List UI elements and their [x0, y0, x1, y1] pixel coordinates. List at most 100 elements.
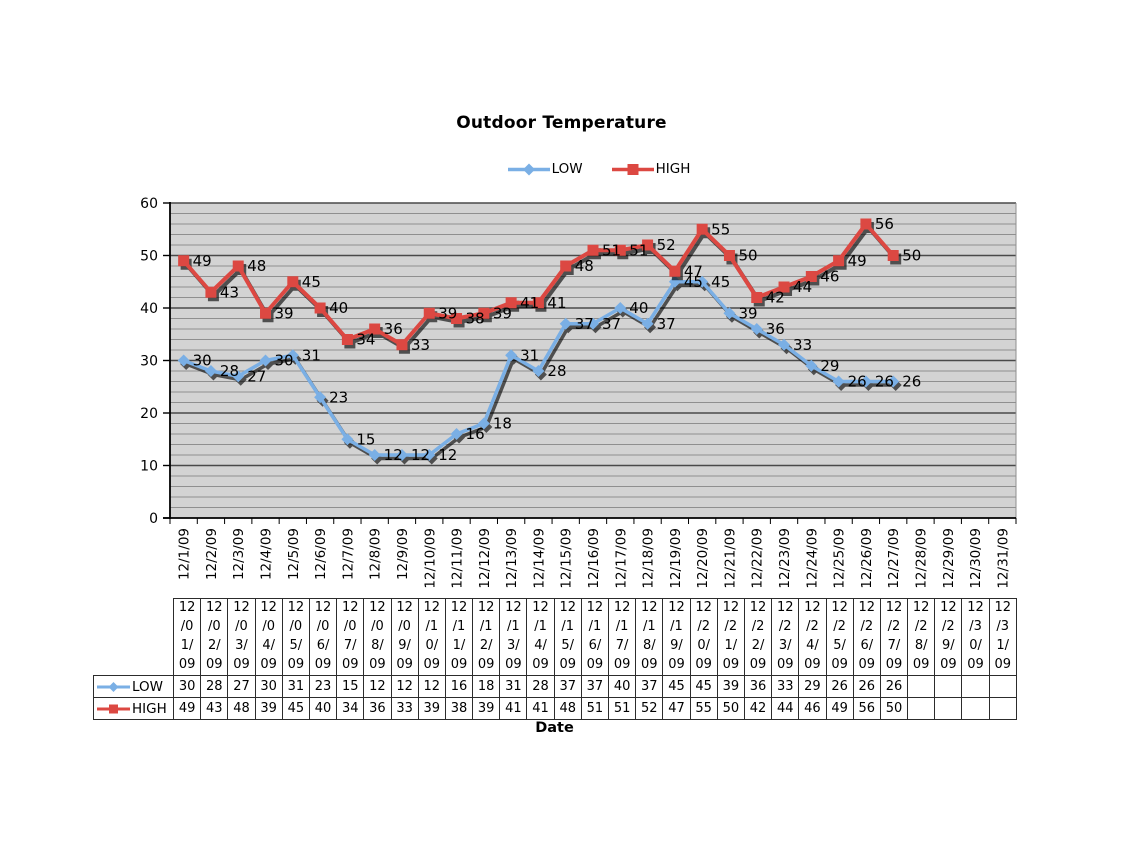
low-data-label: 45: [711, 273, 730, 291]
table-corner-cell: [94, 599, 174, 676]
low-marker: [314, 391, 327, 404]
table-value-cell: 37: [580, 675, 610, 698]
high-data-label: 49: [848, 252, 867, 270]
x-axis-tick-label: 12/2/09: [204, 528, 220, 580]
high-data-label: 49: [193, 252, 212, 270]
table-value-cell: 45: [281, 697, 310, 720]
table-value-cell: 12: [363, 675, 392, 698]
low-data-label: 45: [684, 273, 703, 291]
date-header-cell: 12/2 0/09: [689, 598, 718, 676]
x-axis-tick-label: 12/31/09: [995, 528, 1011, 589]
high-data-label: 39: [438, 304, 457, 322]
x-axis-tick-label: 12/18/09: [641, 528, 657, 589]
x-axis-tick-label: 12/13/09: [504, 528, 520, 589]
high-marker: [287, 276, 299, 288]
legend-label-high: HIGH: [655, 161, 691, 177]
date-header-cell: 12/2 1/09: [716, 598, 745, 676]
table-value-cell: 44: [771, 697, 800, 720]
date-header-cell: 12/2 5/09: [825, 598, 854, 676]
table-value-cell: 38: [444, 697, 474, 720]
low-data-label: 12: [384, 446, 403, 464]
low-data-label: 30: [193, 352, 212, 370]
high-data-label: 43: [220, 283, 239, 301]
date-header-cell: 12/2 3/09: [771, 598, 800, 676]
x-axis-tick-label: 12/11/09: [450, 528, 466, 589]
table-value-cell: 23: [308, 675, 338, 698]
x-axis-tick-label: 12/22/09: [750, 528, 766, 589]
low-marker: [259, 354, 272, 367]
low-marker: [477, 417, 490, 430]
low-series-legend-icon: [507, 163, 550, 175]
high-data-labels: 49 43 48 39 45 40 34 36 33 39 38 39 41 41 48 51 51 52 47 55…: [193, 215, 922, 354]
low-marker: [450, 428, 463, 440]
table-value-cell: 40: [607, 675, 637, 698]
high-series-legend-icon: [611, 163, 654, 175]
low-marker: [368, 449, 381, 461]
low-marker: [859, 375, 872, 388]
table-value-cell: 43: [200, 697, 229, 720]
date-header-cell: 12/1 1/09: [444, 598, 474, 676]
low-row-marker-icon: [97, 681, 130, 692]
high-data-label: 56: [875, 215, 894, 233]
x-axis-tick-label: 12/21/09: [722, 528, 738, 589]
table-value-cell: 29: [798, 675, 827, 698]
table-header-row: 12/0 1/09 12/0 2/09 12/0 3/09 12/0 4/09 12/0 5/09…: [94, 598, 1017, 676]
table-value-cell: 33: [390, 697, 419, 720]
chart-legend: LOW HIGH: [0, 161, 1123, 177]
high-marker: [423, 307, 435, 319]
high-marker: [560, 260, 572, 272]
legend-item-high: HIGH: [611, 161, 691, 177]
high-marker: [532, 297, 544, 309]
x-axis-tick-label: 12/10/09: [422, 528, 438, 589]
table-value-cell: 55: [689, 697, 718, 720]
low-data-label: 37: [575, 315, 594, 333]
high-marker: [314, 302, 326, 314]
low-data-label: 16: [466, 425, 485, 443]
table-value-cell: 16: [444, 675, 474, 698]
table-value-cell: 50: [879, 697, 909, 720]
table-value-cell: [988, 675, 1017, 698]
date-header-cell: 12/0 5/09: [281, 598, 310, 676]
high-data-label: 52: [657, 236, 676, 254]
x-axis-tick-label: 12/19/09: [668, 528, 684, 589]
high-marker: [887, 250, 899, 261]
low-marker: [887, 375, 900, 388]
low-data-label: 27: [247, 367, 266, 385]
high-marker: [205, 286, 217, 298]
high-marker: [778, 281, 790, 293]
high-data-label: 42: [766, 289, 785, 307]
high-data-label: 51: [602, 241, 621, 259]
date-header-cell: 12/1 8/09: [635, 598, 664, 676]
table-value-cell: 26: [852, 675, 881, 698]
low-marker: [750, 323, 763, 335]
low-marker: [286, 349, 299, 362]
date-header-cell: 12/2 2/09: [743, 598, 773, 676]
table-value-cell: [934, 675, 963, 698]
low-data-label: 23: [329, 388, 348, 406]
data-table: 12/0 1/09 12/0 2/09 12/0 3/09 12/0 4/09 12/0 5/09…: [93, 598, 1017, 720]
date-header-cell: 12/1 9/09: [662, 598, 691, 676]
high-table-row: HIGH 49 43 48 39 45 40 34 36 33 39 38 39 41 41 48 51 51 52…: [93, 697, 1017, 720]
high-marker: [178, 255, 190, 267]
table-value-cell: 15: [336, 675, 365, 698]
y-axis-tick-label: 60: [140, 196, 158, 212]
low-marker: [559, 317, 572, 330]
high-marker: [341, 334, 353, 345]
table-value-cell: 30: [254, 675, 283, 698]
date-header-cell: 12/3 0/09: [961, 598, 990, 676]
table-value-cell: [988, 697, 1017, 720]
low-marker: [832, 375, 845, 388]
low-data-label: 15: [356, 430, 375, 448]
date-header-cell: 12/0 8/09: [363, 598, 392, 676]
low-data-label: 26: [848, 373, 867, 391]
x-axis-tick-label: 12/16/09: [586, 528, 602, 589]
high-data-label: 39: [493, 304, 512, 322]
high-data-label: 36: [384, 320, 403, 338]
low-data-label: 12: [438, 446, 457, 464]
y-axis-tick-label: 40: [140, 301, 158, 317]
date-header-cell: 12/1 7/09: [607, 598, 637, 676]
date-header-cell: 12/1 4/09: [526, 598, 555, 676]
x-axis-tick-label: 12/25/09: [832, 528, 848, 589]
high-data-label: 48: [575, 257, 594, 275]
high-marker: [232, 260, 244, 272]
